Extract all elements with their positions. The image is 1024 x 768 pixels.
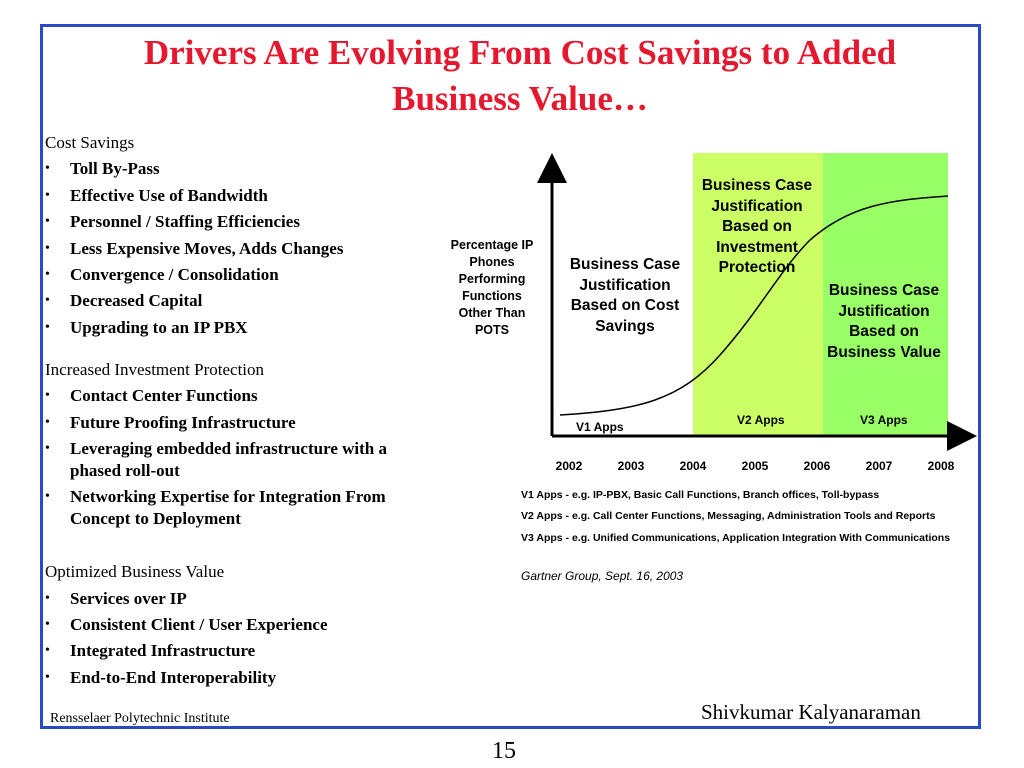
year-label: 2002 [555, 459, 583, 473]
bullet-icon: • [45, 293, 50, 309]
v2-apps-label: V2 Apps [737, 413, 785, 427]
list-item: • Services over IP [45, 588, 445, 610]
slide-title: Drivers Are Evolving From Cost Savings t… [60, 30, 980, 122]
author-name: Shivkumar Kalyanaraman [701, 700, 921, 724]
year-label: 2008 [927, 459, 955, 473]
year-label: 2007 [865, 459, 893, 473]
list-item-text: Services over IP [70, 588, 187, 608]
list-item: • Personnel / Staffing Efficiencies [45, 211, 445, 233]
list-item-text: Leveraging embedded infrastructure with … [70, 438, 387, 480]
bullet-icon: • [45, 590, 50, 606]
list-item-text: Networking Expertise for Integration Fro… [70, 487, 386, 529]
list-item-text: Decreased Capital [70, 291, 203, 311]
cost-savings-list: • Toll By-Pass • Effective Use of Bandwidt… [45, 158, 445, 338]
year-label: 2003 [617, 459, 645, 473]
investment-protection-list: • Contact Center Functions • Future Proofi… [45, 385, 445, 530]
bullet-icon: • [45, 214, 50, 230]
list-item-text: Consistent Client / User Experience [70, 615, 328, 635]
bullet-icon: • [45, 669, 50, 685]
list-item: • Consistent Client / User Experience [45, 614, 445, 636]
title-line-1: Drivers Are Evolving From Cost Savings t… [143, 33, 897, 72]
section-heading-investment-protection: Increased Investment Protection [45, 359, 265, 379]
section-heading-cost-savings: Cost Savings [45, 133, 135, 152]
drivers-list: Cost Savings • Toll By-Pass • Effective Us… [45, 132, 445, 689]
v3-apps-label: V3 Apps [860, 413, 908, 427]
note-v2: V2 Apps - e.g. Call Center Functions, Me… [521, 510, 936, 522]
section-heading-business-value: Optimized Business Value [45, 562, 225, 582]
list-item-text: Toll By-Pass [70, 159, 160, 179]
bullet-icon: • [45, 440, 50, 456]
bullet-icon: • [45, 161, 50, 177]
list-item: • Contact Center Functions [45, 385, 445, 407]
title-line-2: Business Value… [392, 79, 648, 118]
bullet-icon: • [45, 617, 50, 633]
list-item-text: Personnel / Staffing Efficiencies [70, 212, 300, 232]
zone-value-text: Business Case Justification Based on Bus… [827, 282, 941, 361]
list-item-text: Future Proofing Infrastructure [70, 412, 296, 432]
list-item-text: Integrated Infrastructure [70, 641, 256, 661]
list-item: • End-to-End Interoperability [45, 667, 445, 689]
list-item: • Future Proofing Infrastructure [45, 412, 445, 434]
list-item-text: Effective Use of Bandwidth [70, 185, 268, 205]
year-label: 2006 [803, 459, 831, 473]
bullet-icon: • [45, 187, 50, 203]
bullet-icon: • [45, 489, 50, 505]
list-item-text: Upgrading to an IP PBX [70, 317, 248, 337]
list-item: • Less Expensive Moves, Adds Changes [45, 238, 445, 260]
note-v1: V1 Apps - e.g. IP-PBX, Basic Call Functi… [521, 489, 880, 501]
y-axis-label: Percentage IP Phones Performing Function… [450, 238, 534, 337]
zone-business-value [823, 153, 948, 436]
bullet-icon: • [45, 319, 50, 335]
page-number: 15 [492, 738, 516, 764]
zone-investment-protection [693, 153, 823, 436]
list-item-text: Less Expensive Moves, Adds Changes [70, 238, 344, 258]
list-item-text: Contact Center Functions [70, 386, 258, 406]
list-item: • Decreased Capital [45, 290, 445, 312]
list-item: • Networking Expertise for Integration Fr… [45, 486, 400, 530]
year-label: 2004 [679, 459, 707, 473]
list-item: • Upgrading to an IP PBX [45, 317, 445, 339]
list-item-text: Convergence / Consolidation [70, 264, 279, 284]
source-citation: Gartner Group, Sept. 16, 2003 [521, 569, 684, 583]
bullet-icon: • [45, 414, 50, 430]
bullet-icon: • [45, 240, 50, 256]
zone-investment-text: Business Case Justification Based on Inv… [701, 177, 813, 276]
list-item: • Integrated Infrastructure [45, 640, 445, 662]
zone-cost-text: Business Case Justification Based on Cos… [569, 256, 681, 335]
institution-name: Rensselaer Polytechnic Institute [50, 711, 230, 726]
bullet-icon: • [45, 643, 50, 659]
v1-apps-label: V1 Apps [576, 420, 624, 434]
slide-frame [40, 24, 981, 729]
list-item: • Leveraging embedded infrastructure with… [45, 438, 435, 482]
bullet-icon: • [45, 388, 50, 404]
note-v3: V3 Apps - e.g. Unified Communications, A… [521, 532, 951, 544]
list-item: • Convergence / Consolidation [45, 264, 445, 286]
business-value-list: • Services over IP • Consistent Client / U… [45, 588, 445, 689]
year-label: 2005 [741, 459, 769, 473]
list-item: • Toll By-Pass [45, 158, 445, 180]
list-item-text: End-to-End Interoperability [70, 667, 277, 687]
list-item: • Effective Use of Bandwidth [45, 185, 445, 207]
bullet-icon: • [45, 266, 50, 282]
adoption-curve [559, 195, 949, 416]
